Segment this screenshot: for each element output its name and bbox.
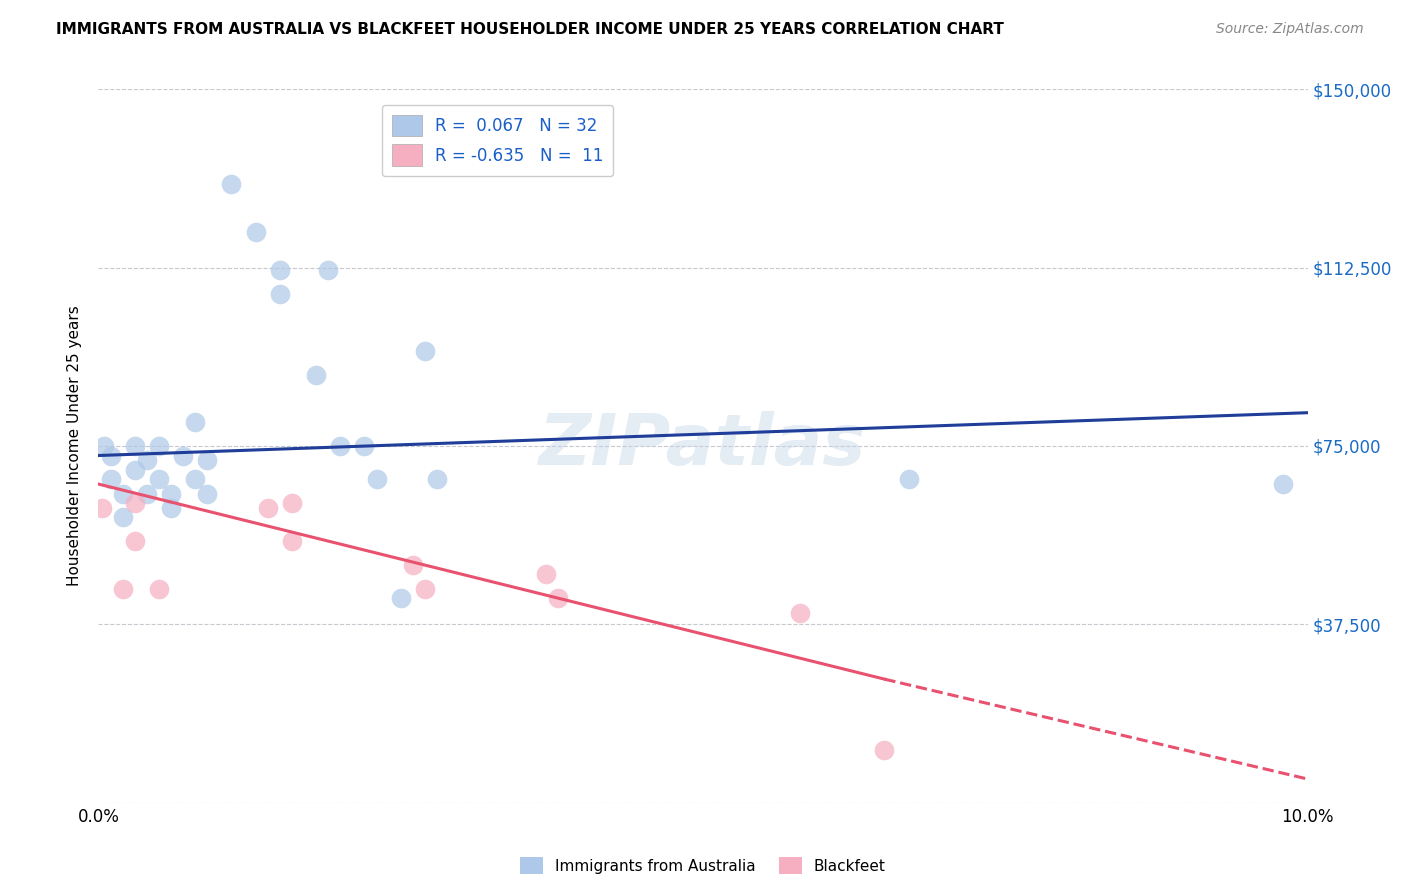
Point (789, 606, 811, 620)
Point (135, 486, 157, 500)
Point (111, 510, 134, 524)
Point (160, 500, 183, 515)
Point (413, 343, 436, 358)
Point (100, 449, 122, 463)
Point (93, 439, 115, 453)
Point (245, 225, 267, 239)
Point (124, 439, 146, 453)
Text: ZIPatlas: ZIPatlas (540, 411, 866, 481)
Point (389, 591, 412, 606)
Point (172, 449, 194, 463)
Point (366, 472, 388, 486)
Point (184, 415, 207, 429)
Point (148, 582, 170, 596)
Y-axis label: Householder Income Under 25 years: Householder Income Under 25 years (67, 306, 83, 586)
Point (269, 286, 291, 301)
Point (353, 439, 375, 453)
Point (221, 178, 243, 192)
Point (148, 472, 170, 486)
Point (91, 500, 114, 515)
Point (195, 453, 218, 467)
Point (413, 582, 436, 596)
Point (135, 453, 157, 467)
Point (256, 500, 278, 515)
Point (111, 582, 134, 596)
Point (873, 743, 896, 757)
Point (897, 472, 920, 486)
Point (534, 567, 557, 582)
Point (426, 472, 449, 486)
Point (124, 463, 146, 477)
Point (281, 534, 304, 549)
Point (547, 591, 569, 606)
Point (329, 439, 352, 453)
Text: Source: ZipAtlas.com: Source: ZipAtlas.com (1216, 22, 1364, 37)
Point (111, 486, 134, 500)
Point (148, 439, 170, 453)
Legend: R =  0.067   N = 32, R = -0.635   N =  11: R = 0.067 N = 32, R = -0.635 N = 11 (381, 104, 613, 176)
Point (184, 472, 207, 486)
Point (195, 486, 218, 500)
Point (160, 486, 183, 500)
Point (305, 368, 328, 382)
Point (269, 263, 291, 277)
Point (124, 496, 146, 510)
Point (1272, 477, 1295, 491)
Text: IMMIGRANTS FROM AUSTRALIA VS BLACKFEET HOUSEHOLDER INCOME UNDER 25 YEARS CORRELA: IMMIGRANTS FROM AUSTRALIA VS BLACKFEET H… (56, 22, 1004, 37)
Point (124, 534, 146, 549)
Point (316, 263, 339, 277)
Point (100, 472, 122, 486)
Point (281, 496, 304, 510)
Legend: Immigrants from Australia, Blackfeet: Immigrants from Australia, Blackfeet (515, 851, 891, 880)
Point (402, 558, 425, 572)
